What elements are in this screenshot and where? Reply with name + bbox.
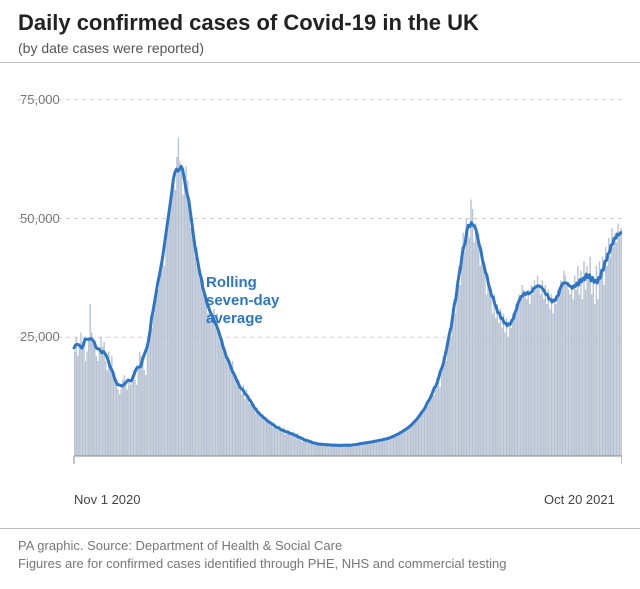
x-axis-start-label: Nov 1 2020: [74, 492, 141, 507]
rolling-avg-annotation: Rolling seven-day average: [206, 274, 279, 328]
rule-top: [0, 62, 640, 63]
y-tick-label-50k: 50,000: [20, 211, 60, 226]
chart-title: Daily confirmed cases of Covid-19 in the…: [18, 10, 479, 36]
source-line-2: Figures are for confirmed cases identifi…: [18, 556, 506, 571]
x-axis-end-label: Oct 20 2021: [544, 492, 615, 507]
source-line-1: PA graphic. Source: Department of Health…: [18, 538, 342, 553]
y-tick-label-75k: 75,000: [20, 92, 60, 107]
rule-bottom: [0, 528, 640, 529]
chart-container: { "title":"Daily confirmed cases of Covi…: [0, 0, 640, 589]
covid-cases-chart: [18, 76, 622, 486]
chart-subtitle: (by date cases were reported): [18, 40, 204, 56]
y-tick-label-25k: 25,000: [20, 329, 60, 344]
